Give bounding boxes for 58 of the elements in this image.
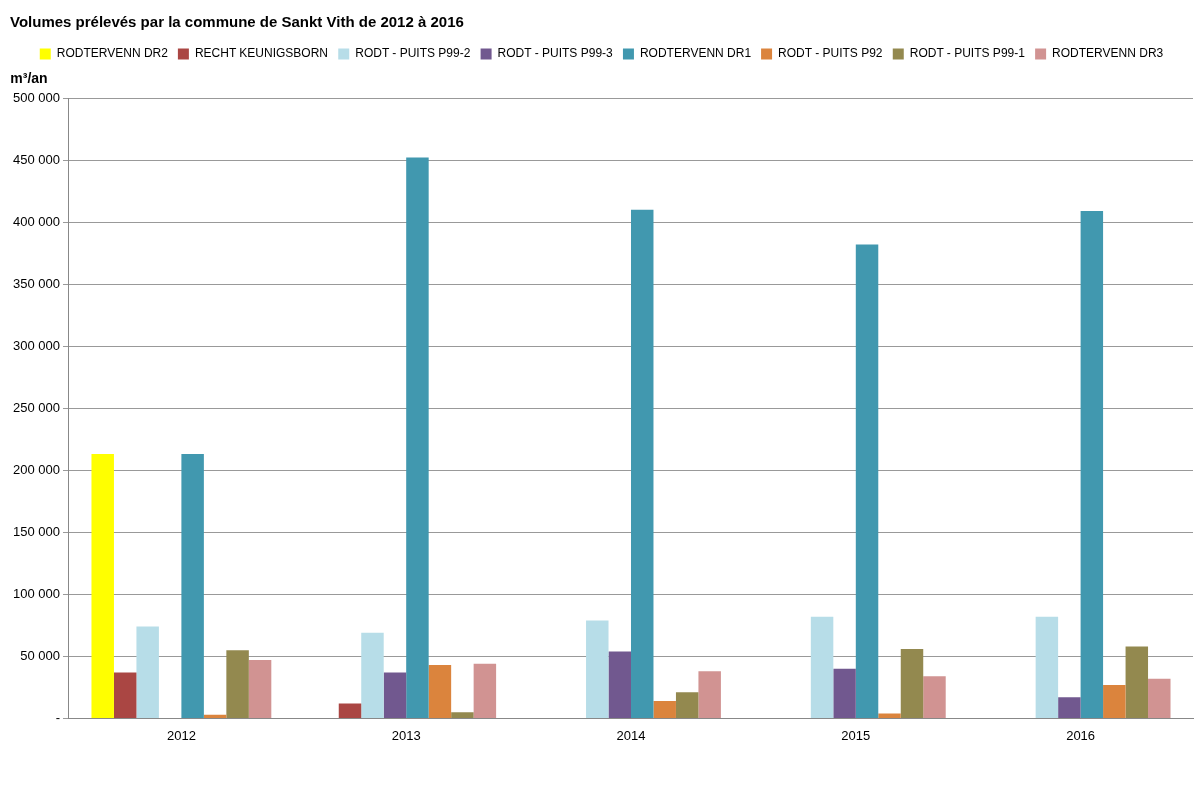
bar	[113, 672, 137, 718]
legend-label: RODTERVENN DR2	[56, 46, 169, 61]
x-tick-label: 2013	[391, 727, 421, 743]
y-tick-label: 350 000	[12, 275, 60, 291]
legend-label: RODT - PUITS P99-3	[497, 46, 614, 61]
legend-label: RECHT KEUNIGSBORN	[194, 46, 329, 61]
bar	[383, 672, 407, 718]
bar	[833, 668, 856, 718]
bar	[91, 454, 114, 718]
bar	[698, 671, 721, 718]
legend-label: RODT - PUITS P92	[778, 46, 883, 61]
bar	[338, 703, 362, 718]
bar	[1035, 616, 1059, 718]
bar	[1103, 684, 1126, 718]
y-tick-label: 250 000	[12, 399, 60, 415]
y-tick-label: 450 000	[12, 151, 60, 167]
bar	[1125, 646, 1149, 718]
legend-label: RODT - PUITS P99-1	[909, 46, 1026, 61]
bar	[631, 209, 654, 718]
y-tick-label: 200 000	[12, 461, 60, 477]
bar	[855, 244, 879, 718]
y-tick-label: 500 000	[12, 89, 60, 105]
bar	[248, 660, 272, 718]
x-tick-label: 2014	[616, 727, 646, 743]
bar	[1148, 678, 1171, 718]
y-tick-label: 300 000	[12, 337, 60, 353]
y-axis-title: m³/an	[10, 69, 48, 86]
x-tick-label: 2016	[1066, 727, 1096, 743]
y-tick-label: -	[55, 709, 60, 725]
chart-title: Volumes prélevés par la commune de Sankt Vith de 2012 à 2016	[10, 13, 464, 31]
y-tick-label: 100 000	[12, 585, 60, 601]
y-tick-label: 50 000	[20, 647, 60, 663]
x-tick-label: 2012	[166, 727, 196, 743]
bar	[406, 157, 429, 718]
legend-label: RODTERVENN DR1	[639, 46, 752, 61]
x-tick-label: 2015	[841, 727, 871, 743]
bar	[608, 651, 631, 718]
bar	[451, 712, 474, 718]
legend-label: RODT - PUITS P99-2	[355, 46, 471, 61]
bar	[181, 454, 204, 718]
bar	[923, 676, 946, 718]
bar	[428, 665, 452, 718]
bar	[878, 713, 901, 718]
bar	[675, 692, 699, 718]
bar	[361, 632, 384, 718]
bar	[653, 701, 676, 718]
bar	[900, 648, 924, 718]
bar	[1080, 210, 1104, 718]
bar	[473, 663, 497, 718]
bar	[203, 714, 227, 718]
bar	[1058, 697, 1081, 718]
bar	[136, 626, 159, 718]
bar	[586, 620, 609, 718]
y-tick-label: 400 000	[12, 213, 60, 229]
bar	[810, 616, 834, 718]
bar	[226, 650, 249, 718]
legend-label: RODTERVENN DR3	[1052, 46, 1164, 61]
y-tick-label: 150 000	[12, 523, 60, 539]
